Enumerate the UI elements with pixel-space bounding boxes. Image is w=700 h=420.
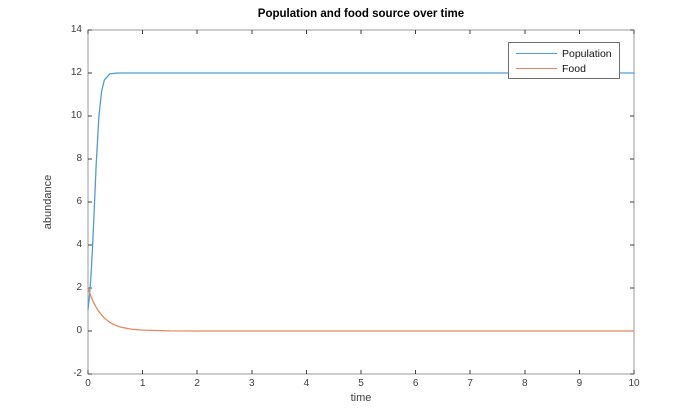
y-tick-label: 10 <box>70 110 82 121</box>
x-tick-label: 0 <box>85 378 91 389</box>
x-tick-label: 3 <box>249 378 255 389</box>
x-tick-label: 6 <box>412 378 419 389</box>
y-tick-label: 8 <box>76 153 82 164</box>
y-tick-label: 4 <box>76 239 82 250</box>
series-line-food <box>87 287 635 332</box>
legend-entry-food: Food <box>509 61 619 76</box>
x-tick-label: 9 <box>576 378 583 389</box>
legend: Population Food <box>508 42 620 79</box>
y-tick-label: 12 <box>70 67 82 78</box>
legend-label: Food <box>562 62 586 75</box>
series-line-population <box>87 72 635 311</box>
legend-label: Population <box>562 47 612 60</box>
x-tick-label: 10 <box>628 378 640 389</box>
y-tick-label: 0 <box>76 325 82 336</box>
x-tick-label: 7 <box>467 378 473 389</box>
y-tick-label: 2 <box>76 282 82 293</box>
y-tick-label: -2 <box>73 368 82 379</box>
chart-title: Population and food source over time <box>257 8 465 20</box>
axes-box <box>87 29 635 375</box>
x-tick-label: 1 <box>139 378 146 389</box>
y-tick-label: 14 <box>70 24 82 35</box>
legend-entry-population: Population <box>509 46 619 61</box>
legend-line-sample-food <box>516 68 557 69</box>
x-tick-label: 8 <box>522 378 528 389</box>
x-tick-label: 4 <box>303 378 310 389</box>
x-tick-label: 5 <box>358 378 364 389</box>
x-axis-label: time <box>350 392 372 404</box>
x-tick-label: 2 <box>194 378 200 389</box>
y-tick-label: 6 <box>76 196 82 207</box>
legend-line-sample-population <box>516 53 557 54</box>
